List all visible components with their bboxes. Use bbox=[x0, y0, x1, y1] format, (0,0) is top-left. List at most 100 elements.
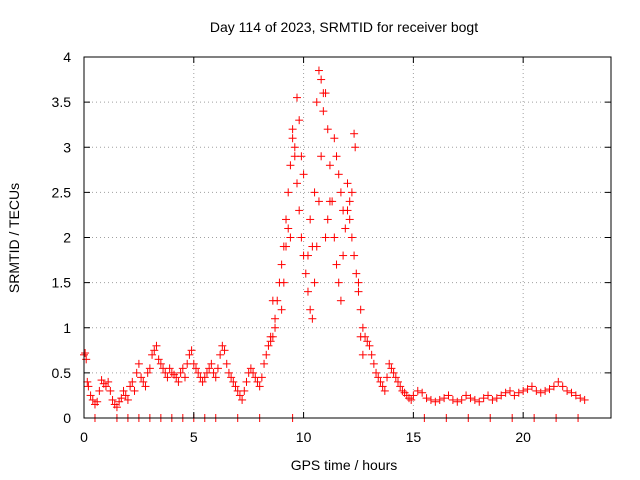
data-point bbox=[545, 385, 554, 394]
data-point bbox=[119, 386, 128, 395]
y-tick-label: 3.5 bbox=[52, 94, 72, 110]
data-point bbox=[334, 278, 343, 287]
x-tick-label: 5 bbox=[190, 429, 198, 445]
data-point bbox=[523, 385, 532, 394]
data-point bbox=[519, 386, 528, 395]
data-point bbox=[330, 233, 339, 242]
y-axis-label: SRMTID / TECUs bbox=[6, 183, 22, 293]
data-point bbox=[134, 359, 143, 368]
data-point bbox=[444, 391, 453, 400]
data-point bbox=[314, 197, 323, 206]
data-point bbox=[284, 224, 293, 233]
x-axis-label: GPS time / hours bbox=[291, 457, 398, 473]
data-point bbox=[271, 314, 280, 323]
data-point bbox=[385, 359, 394, 368]
data-point bbox=[303, 287, 312, 296]
data-point bbox=[181, 373, 190, 382]
data-point bbox=[345, 197, 354, 206]
data-point bbox=[266, 332, 275, 341]
data-point bbox=[150, 346, 159, 355]
data-point bbox=[253, 377, 262, 386]
data-point bbox=[224, 368, 233, 377]
data-point bbox=[187, 346, 196, 355]
data-point bbox=[332, 152, 341, 161]
data-point bbox=[106, 386, 115, 395]
data-point bbox=[567, 388, 576, 397]
data-point bbox=[292, 179, 301, 188]
data-point bbox=[440, 394, 449, 403]
data-point bbox=[571, 391, 580, 400]
y-tick-label: 1.5 bbox=[52, 275, 72, 291]
data-point bbox=[303, 251, 312, 260]
data-point bbox=[306, 305, 315, 314]
data-point bbox=[301, 269, 310, 278]
data-point bbox=[205, 364, 214, 373]
data-point bbox=[288, 125, 297, 134]
data-point bbox=[246, 364, 255, 373]
data-point bbox=[295, 116, 304, 125]
data-point bbox=[462, 391, 471, 400]
data-point bbox=[154, 355, 163, 364]
data-point bbox=[363, 337, 372, 346]
data-point bbox=[413, 386, 422, 395]
data-point bbox=[354, 278, 363, 287]
data-point bbox=[260, 359, 269, 368]
data-point bbox=[163, 373, 172, 382]
data-point bbox=[334, 170, 343, 179]
grid bbox=[84, 57, 611, 418]
data-point bbox=[191, 364, 200, 373]
data-point bbox=[282, 215, 291, 224]
data-point bbox=[323, 215, 332, 224]
data-point bbox=[394, 377, 403, 386]
data-point bbox=[81, 349, 90, 358]
data-point bbox=[126, 382, 135, 391]
data-point bbox=[484, 391, 493, 400]
data-point bbox=[286, 161, 295, 170]
data-point bbox=[306, 215, 315, 224]
data-point bbox=[426, 395, 435, 404]
data-point bbox=[145, 364, 154, 373]
data-point bbox=[231, 382, 240, 391]
x-tick-label: 0 bbox=[80, 429, 88, 445]
data-point bbox=[211, 373, 220, 382]
data-point bbox=[189, 359, 198, 368]
chart-title: Day 114 of 2023, SRMTID for receiver bog… bbox=[210, 19, 478, 35]
data-point bbox=[354, 287, 363, 296]
data-point bbox=[83, 377, 92, 386]
data-point bbox=[387, 364, 396, 373]
data-points bbox=[80, 66, 589, 422]
data-point bbox=[290, 143, 299, 152]
data-point bbox=[104, 377, 113, 386]
data-point bbox=[216, 350, 225, 359]
data-point bbox=[345, 215, 354, 224]
data-point bbox=[86, 391, 95, 400]
data-point bbox=[172, 373, 181, 382]
x-tick-label: 10 bbox=[296, 429, 312, 445]
data-point bbox=[213, 364, 222, 373]
y-tick-label: 3 bbox=[63, 139, 71, 155]
data-point bbox=[139, 377, 148, 386]
data-point bbox=[297, 152, 306, 161]
data-point bbox=[93, 397, 102, 406]
data-point bbox=[330, 134, 339, 143]
data-point bbox=[257, 373, 266, 382]
data-point bbox=[479, 394, 488, 403]
data-point bbox=[143, 368, 152, 377]
data-point bbox=[514, 388, 523, 397]
data-point bbox=[358, 350, 367, 359]
data-point bbox=[198, 377, 207, 386]
data-point bbox=[563, 386, 572, 395]
data-point bbox=[88, 395, 97, 404]
data-point bbox=[200, 373, 209, 382]
data-point bbox=[308, 314, 317, 323]
data-point bbox=[286, 233, 295, 242]
data-point bbox=[380, 386, 389, 395]
data-point bbox=[194, 368, 203, 377]
data-point bbox=[367, 350, 376, 359]
data-point bbox=[314, 66, 323, 75]
data-point bbox=[229, 377, 238, 386]
data-point bbox=[310, 278, 319, 287]
data-point bbox=[317, 152, 326, 161]
data-point bbox=[319, 89, 328, 98]
data-point bbox=[332, 260, 341, 269]
